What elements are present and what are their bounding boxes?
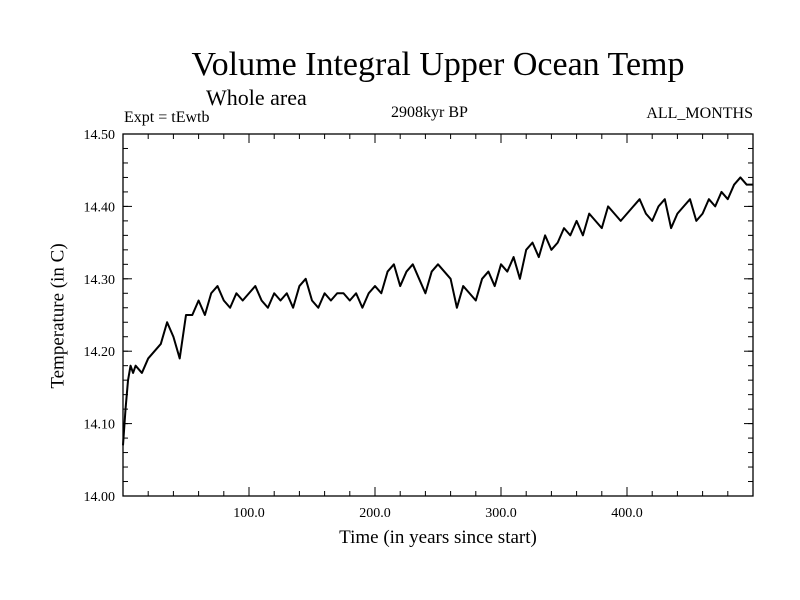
x-tick-label: 300.0 <box>485 506 517 521</box>
temperature-series-line <box>122 176 753 446</box>
x-tick-label: 200.0 <box>359 506 391 521</box>
chart-title: Volume Integral Upper Ocean Temp <box>191 46 685 83</box>
y-tick-label: 14.50 <box>84 128 116 143</box>
plot-frame <box>122 133 754 497</box>
months-label: ALL_MONTHS <box>646 105 753 122</box>
chart-subtitle: Whole area <box>206 85 307 110</box>
x-tick-label: 100.0 <box>233 506 265 521</box>
era-label: 2908kyr BP <box>391 104 468 121</box>
experiment-label: Expt = tEwtb <box>124 109 210 126</box>
y-tick-label: 14.30 <box>84 273 116 288</box>
x-tick-label: 400.0 <box>611 506 643 521</box>
y-tick-label: 14.10 <box>84 418 116 433</box>
y-tick-label: 14.40 <box>84 200 116 215</box>
y-tick-label: 14.20 <box>84 345 116 360</box>
x-axis-label: Time (in years since start) <box>339 527 537 548</box>
y-tick-label: 14.00 <box>84 490 116 505</box>
